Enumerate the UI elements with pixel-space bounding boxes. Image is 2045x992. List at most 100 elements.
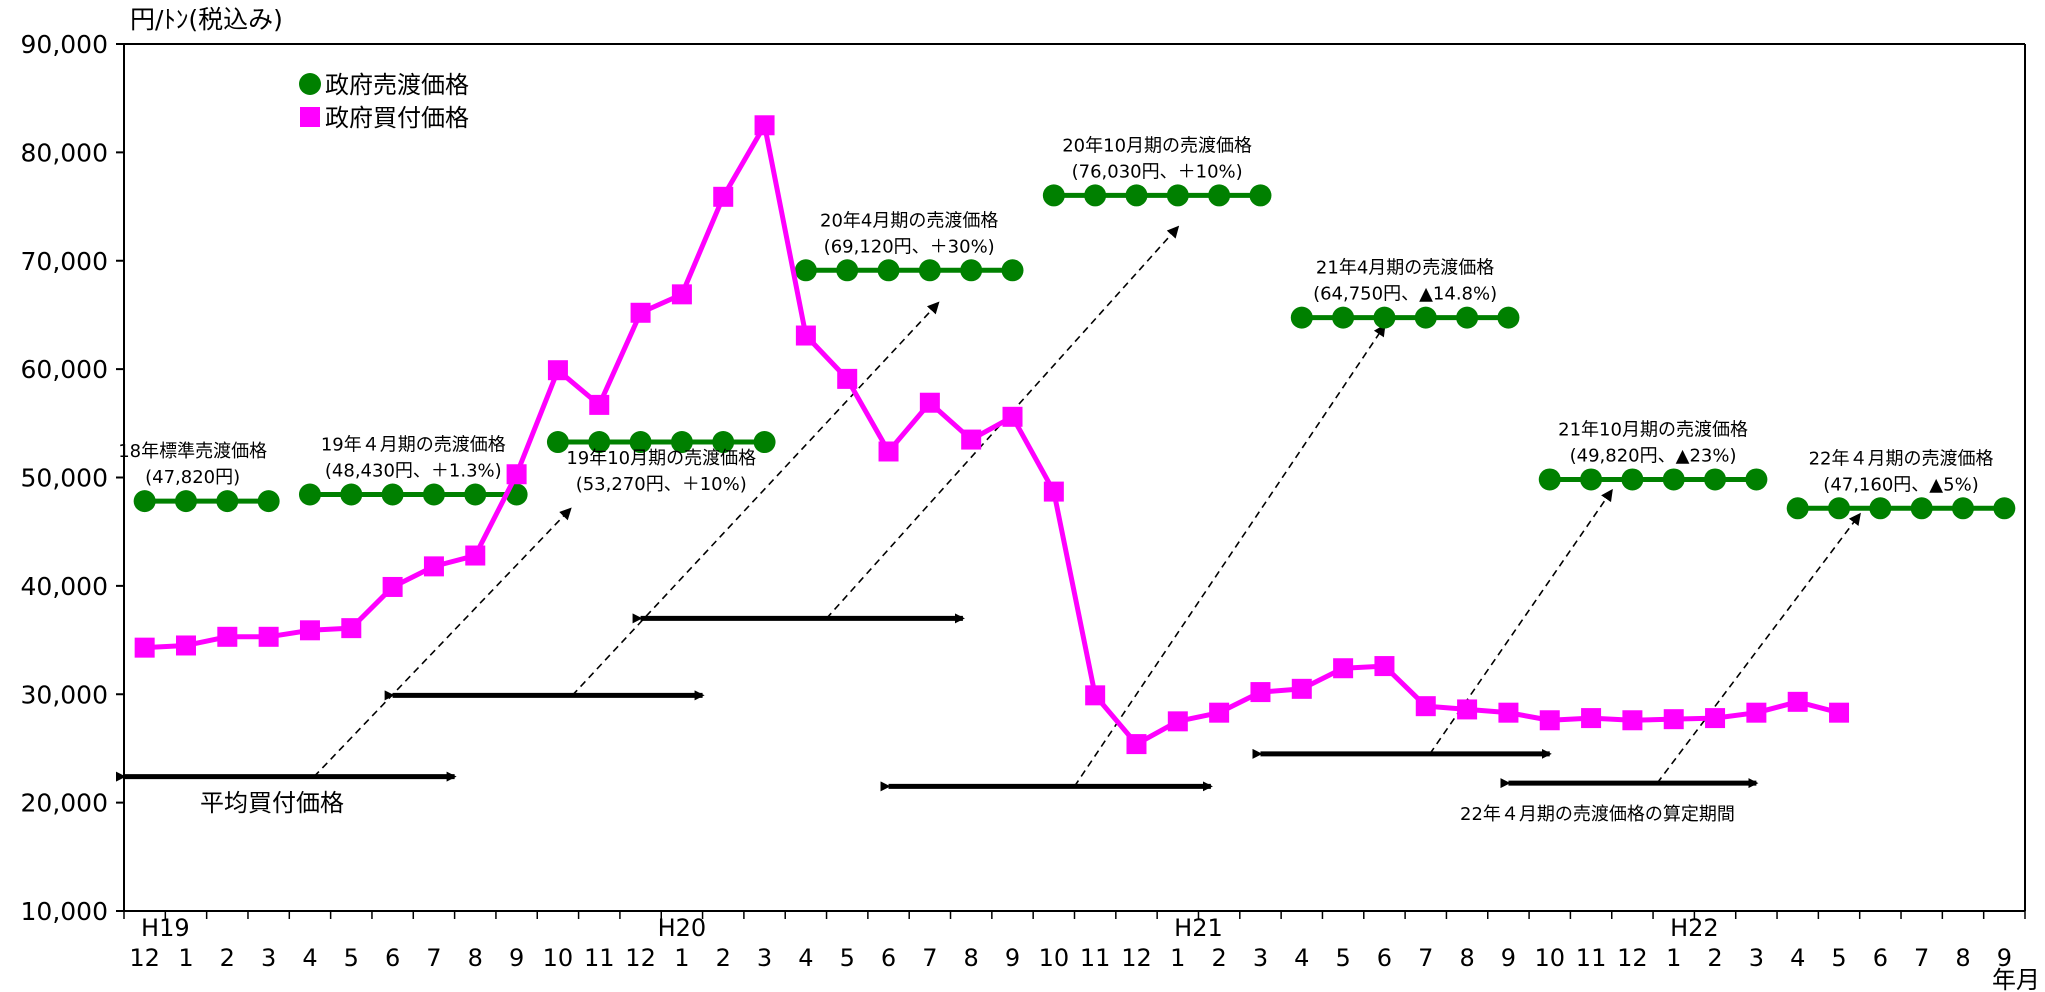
- purchase-price-point: [1374, 656, 1395, 677]
- sale-sublabel: (64,750円、▲14.8%): [1313, 284, 1497, 305]
- sale-label: 18年標準売渡価格: [118, 441, 267, 462]
- x-tick-label: 2: [220, 944, 235, 972]
- sale-price-point: [753, 431, 776, 454]
- x-tick-label: 5: [1831, 944, 1846, 972]
- x-tick-label: 3: [1253, 944, 1268, 972]
- sale-label: 19年４月期の売渡価格: [321, 435, 506, 456]
- x-tick-label: 12: [129, 944, 160, 972]
- x-tick-label: 5: [1335, 944, 1350, 972]
- x-tick-label: 4: [1790, 944, 1805, 972]
- purchase-price-point: [1333, 658, 1354, 679]
- sale-price-point: [464, 483, 487, 506]
- x-tick-label: 6: [1377, 944, 1392, 972]
- y-tick-label: 50,000: [21, 464, 108, 493]
- sale-price-point: [1249, 184, 1272, 207]
- sale-price-point: [670, 431, 693, 454]
- x-tick-label: 7: [922, 944, 937, 972]
- sale-price-point: [877, 259, 900, 282]
- sale-price-point: [1125, 184, 1148, 207]
- legend-label-purchase: 政府買付価格: [325, 104, 469, 132]
- sale-label: 21年4月期の売渡価格: [1316, 258, 1494, 279]
- y-tick-label: 30,000: [21, 680, 108, 709]
- purchase-price-point: [382, 576, 403, 597]
- x-tick-label: 9: [1501, 944, 1516, 972]
- sale-price-point: [794, 259, 817, 282]
- sale-price-point: [1869, 497, 1892, 520]
- purchase-price-point: [506, 464, 527, 485]
- legend-marker-purchase: [300, 107, 320, 127]
- purchase-price-point: [630, 302, 651, 323]
- x-tick-label: 6: [881, 944, 896, 972]
- purchase-price-point: [1167, 711, 1188, 732]
- x-axis: 12 1 2 3 4 5 6 7 8 9 10 11 12 1 2 3 4 5 6 7 8 9 10 11 12 1 2 3 4 5 6 7 8…: [123, 911, 2040, 992]
- x-tick-label: 8: [468, 944, 483, 972]
- sale-price-point: [298, 483, 321, 506]
- purchase-price-point: [465, 545, 486, 566]
- sale-label: 20年4月期の売渡価格: [820, 210, 998, 231]
- purchase-price-point: [919, 392, 940, 413]
- x-tick-label: 7: [1914, 944, 1929, 972]
- purchase-price-point: [299, 620, 320, 641]
- sale-price-point: [174, 490, 197, 513]
- sale-sublabel: (69,120円、＋30%): [824, 236, 995, 257]
- y-tick-label: 10,000: [21, 897, 108, 926]
- year-label: H21: [1174, 914, 1223, 942]
- purchase-price-point: [1746, 702, 1767, 723]
- sale-price-point: [546, 431, 569, 454]
- purchase-price-point: [795, 325, 816, 346]
- purchase-price-point: [1663, 709, 1684, 730]
- x-tick-label: 3: [757, 944, 772, 972]
- x-tick-label: 1: [674, 944, 689, 972]
- x-tick-label: 12: [1121, 944, 1152, 972]
- y-tick-label: 90,000: [21, 30, 108, 59]
- period-dashed-arrow: [825, 225, 1180, 619]
- y-tick-label: 40,000: [21, 572, 108, 601]
- sale-price-point: [1538, 468, 1561, 491]
- x-tick-label: 9: [509, 944, 524, 972]
- x-unit-label: 年月: [1992, 966, 2040, 992]
- x-tick-label: 8: [1955, 944, 1970, 972]
- purchase-price-point: [1415, 696, 1436, 717]
- sale-price-point: [1373, 306, 1396, 329]
- purchase-price-point: [671, 284, 692, 305]
- x-tick-label: 2: [1707, 944, 1722, 972]
- purchase-price-point: [258, 626, 279, 647]
- x-tick-label: 2: [716, 944, 731, 972]
- sale-price-point: [1745, 468, 1768, 491]
- period-dashed-arrow: [313, 507, 572, 778]
- purchase-price-point: [1539, 710, 1560, 731]
- sale-sublabel: (76,030円、＋10%): [1072, 161, 1243, 182]
- sale-price-point: [1828, 497, 1851, 520]
- x-tick-label: 4: [798, 944, 813, 972]
- period-dashed-arrow: [571, 301, 940, 696]
- purchase-price-point: [547, 360, 568, 381]
- x-tick-label: 6: [385, 944, 400, 972]
- purchase-price-point: [1085, 685, 1106, 706]
- sale-label: 20年10月期の売渡価格: [1062, 135, 1252, 156]
- purchase-price-point: [341, 618, 362, 639]
- purchase-price-point: [1829, 702, 1850, 723]
- purchase-price-point: [1250, 682, 1271, 703]
- purchase-price-point: [1787, 691, 1808, 712]
- x-tick-label: 2: [1212, 944, 1227, 972]
- sale-price-point: [712, 431, 735, 454]
- period-dashed-arrow: [1073, 324, 1386, 787]
- y-tick-label: 70,000: [21, 247, 108, 276]
- legend-marker-sale: [299, 73, 321, 95]
- calculation-periods: [116, 225, 1861, 792]
- sale-price-point: [422, 483, 445, 506]
- x-tick-label: 6: [1873, 944, 1888, 972]
- x-tick-label: 7: [426, 944, 441, 972]
- purchase-price-point: [175, 635, 196, 656]
- sale-price-point: [1001, 259, 1024, 282]
- purchase-price-series: [134, 115, 1850, 755]
- x-tick-label: 9: [1005, 944, 1020, 972]
- sale-sublabel: (47,820円): [145, 467, 240, 488]
- x-tick-label: 12: [625, 944, 656, 972]
- sale-label: 22年４月期の売渡価格: [1809, 448, 1994, 469]
- sale-price-point: [381, 483, 404, 506]
- sale-label: 19年10月期の売渡価格: [566, 448, 756, 469]
- year-label: H20: [658, 914, 707, 942]
- purchase-price-point: [1498, 702, 1519, 723]
- legend-label-sale: 政府売渡価格: [325, 71, 469, 99]
